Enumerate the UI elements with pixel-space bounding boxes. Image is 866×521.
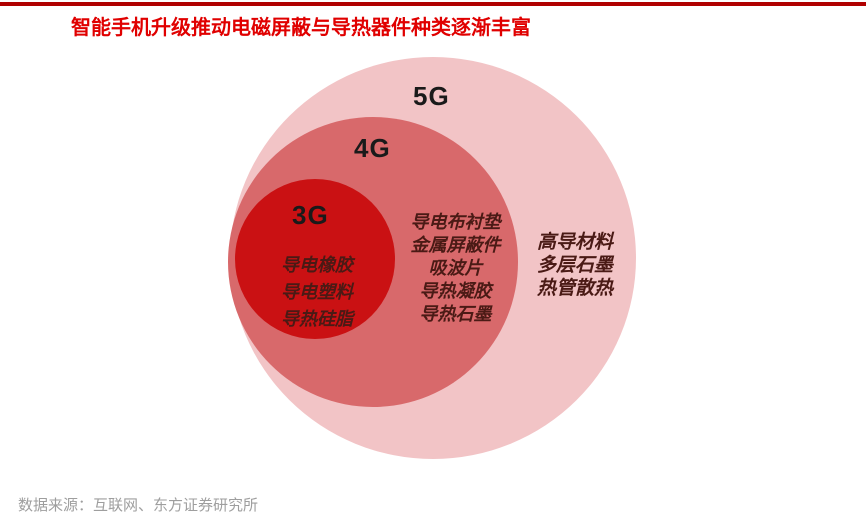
ring-label-4g: 4G — [354, 133, 391, 163]
item-4g-5: 导热石墨 — [419, 304, 492, 325]
item-4g-4: 导热凝胶 — [419, 281, 492, 302]
item-4g-2: 金属屏蔽件 — [410, 235, 501, 256]
item-4g-3: 吸波片 — [428, 258, 483, 279]
item-3g-2: 导电塑料 — [281, 282, 353, 303]
top-divider-rule — [0, 2, 866, 6]
item-3g-3: 导热硅脂 — [281, 309, 353, 330]
item-5g-2: 多层石墨 — [536, 254, 613, 276]
figure-title: 智能手机升级推动电磁屏蔽与导热器件种类逐渐丰富 — [71, 17, 531, 39]
items-5g: 高导材料 多层石墨 热管散热 — [520, 231, 630, 300]
ring-label-5g: 5G — [413, 81, 450, 111]
item-5g-3: 热管散热 — [536, 277, 613, 299]
item-3g-1: 导电橡胶 — [281, 255, 353, 276]
item-4g-1: 导电布衬垫 — [410, 212, 501, 233]
data-source-note: 数据来源：互联网、东方证券研究所 — [18, 497, 259, 514]
circle-3g — [235, 179, 395, 339]
items-4g: 导电布衬垫 金属屏蔽件 吸波片 导热凝胶 导热石墨 — [398, 211, 513, 326]
item-5g-1: 高导材料 — [536, 231, 613, 253]
ring-label-3g: 3G — [292, 200, 329, 230]
items-3g: 导电橡胶 导电塑料 导热硅脂 — [253, 252, 381, 333]
